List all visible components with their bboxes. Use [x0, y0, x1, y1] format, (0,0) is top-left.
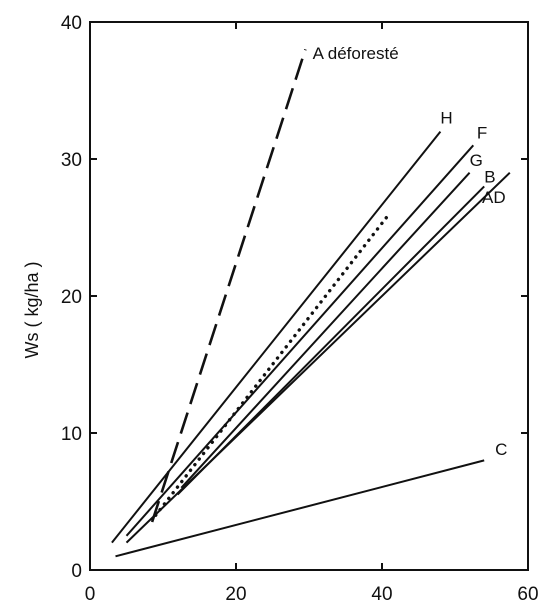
y-tick-label-10: 10 — [61, 424, 82, 445]
axis-ticks — [89, 21, 529, 571]
x-tick-label-60: 60 — [517, 584, 538, 605]
series-line-h — [111, 130, 442, 544]
x-tick-label-40: 40 — [371, 584, 392, 605]
series-line-c — [115, 459, 485, 558]
series-label-c: C — [495, 440, 507, 459]
series-labels: A déforesté H FGB AD C — [313, 44, 508, 459]
series-label-b: B — [484, 167, 495, 186]
series-label-ad: AD — [482, 188, 506, 207]
series-lines — [111, 48, 511, 558]
y-tick-label-40: 40 — [61, 13, 82, 34]
series-label-a-d-forest-: A déforesté — [313, 44, 399, 63]
series-label-h: H — [440, 108, 452, 127]
series-line-f — [125, 144, 475, 537]
x-axis-tick-labels: 0 20 40 60 — [85, 584, 539, 605]
x-tick-label-20: 20 — [225, 584, 246, 605]
y-tick-label-20: 20 — [61, 287, 82, 308]
series-line-ad — [125, 171, 511, 544]
y-tick-label-30: 30 — [61, 150, 82, 171]
series-line-a-d-forest- — [150, 48, 307, 523]
y-axis-tick-labels: 0 10 20 30 40 — [61, 13, 82, 582]
series-label-f: F — [477, 123, 487, 142]
series-label-g: G — [470, 151, 483, 170]
y-tick-label-0: 0 — [71, 561, 82, 582]
series-line-g — [180, 172, 471, 489]
series-line-dotted-6 — [153, 212, 391, 517]
y-axis-title: Ws ( kg/ha ) — [22, 261, 42, 358]
x-tick-label-0: 0 — [85, 584, 96, 605]
